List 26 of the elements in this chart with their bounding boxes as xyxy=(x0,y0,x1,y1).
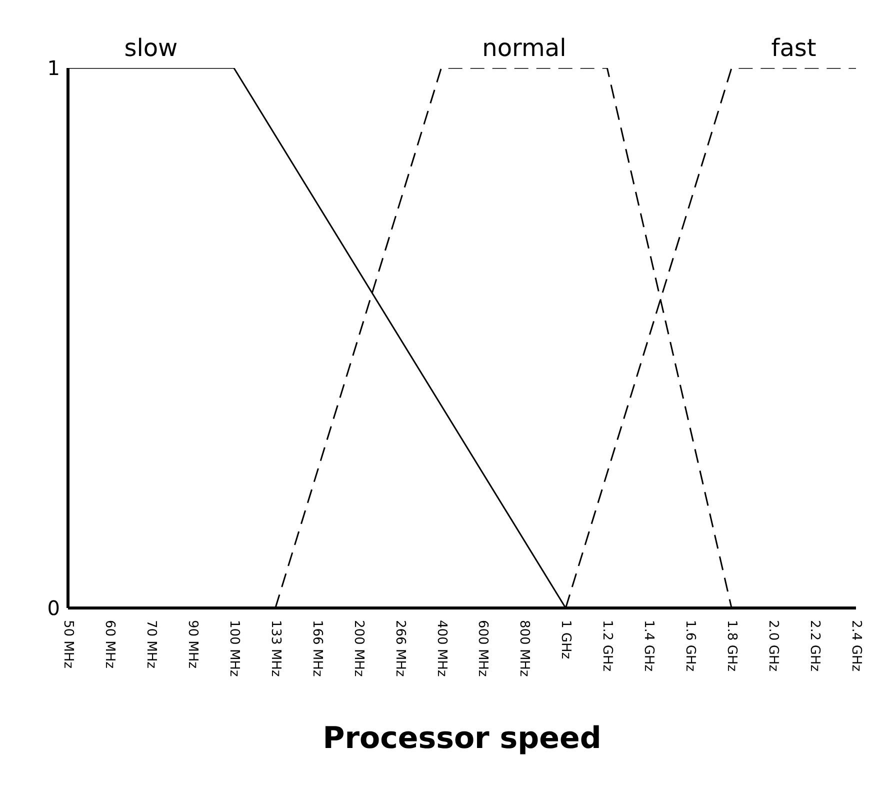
x-tick-label: 1.8 GHz xyxy=(724,620,740,672)
x-tick-label: 1.4 GHz xyxy=(641,620,656,672)
x-tick-label: 2.4 GHz xyxy=(848,620,864,672)
x-tick-label: 266 MHz xyxy=(392,620,408,677)
x-tick-label: 2.0 GHz xyxy=(766,620,781,672)
x-tick-label: 800 MHz xyxy=(516,620,532,677)
y-tick-label: 0 xyxy=(47,596,60,620)
series-label: slow xyxy=(124,34,178,62)
x-tick-label: 70 MHz xyxy=(143,620,158,669)
x-tick-label: 400 MHz xyxy=(434,620,449,677)
x-tick-label: 200 MHz xyxy=(350,620,366,677)
x-tick-label: 50 MHz xyxy=(60,620,76,669)
y-tick-label: 1 xyxy=(47,56,60,80)
x-tick-label: 133 MHz xyxy=(268,620,283,677)
x-tick-label: 1 GHz xyxy=(558,620,574,660)
x-tick-label: 90 MHz xyxy=(184,620,200,669)
x-tick-label: 100 MHz xyxy=(226,620,242,677)
x-tick-label: 60 MHz xyxy=(102,620,117,669)
x-tick-label: 2.2 GHz xyxy=(807,620,822,672)
x-tick-label: 600 MHz xyxy=(475,620,490,677)
series-label: fast xyxy=(771,34,816,62)
x-tick-label: 166 MHz xyxy=(309,620,324,677)
x-axis-title: Processor speed xyxy=(322,721,602,756)
series-label: normal xyxy=(482,34,566,62)
x-tick-label: 1.6 GHz xyxy=(682,620,698,672)
x-tick-label: 1.2 GHz xyxy=(600,620,615,672)
